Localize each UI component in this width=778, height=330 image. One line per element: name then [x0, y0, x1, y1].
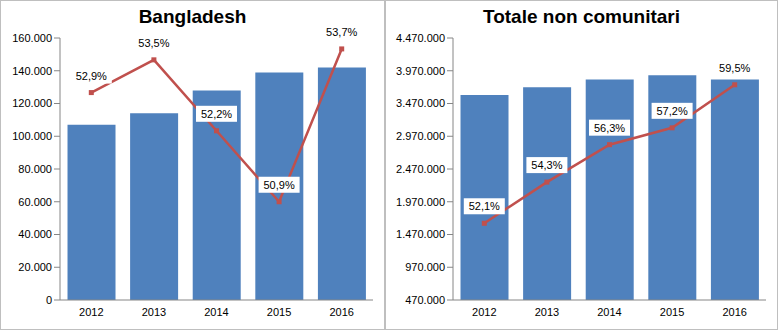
svg-text:52,9%: 52,9%	[76, 70, 107, 82]
svg-text:2015: 2015	[267, 306, 291, 318]
svg-text:59,5%: 59,5%	[719, 62, 750, 74]
svg-text:60.000: 60.000	[18, 196, 52, 208]
html-text:Totale non comunitari: Totale non comunitari	[483, 6, 680, 27]
svg-text:52,1%: 52,1%	[469, 200, 500, 212]
svg-text:2013: 2013	[535, 306, 559, 318]
svg-text:2016: 2016	[329, 306, 353, 318]
svg-text:56,3%: 56,3%	[594, 122, 625, 134]
svg-text:2.970.000: 2.970.000	[396, 130, 445, 142]
svg-text:3.970.000: 3.970.000	[396, 65, 445, 77]
svg-text:1.470.000: 1.470.000	[396, 228, 445, 240]
svg-text:160.000: 160.000	[12, 32, 52, 44]
svg-text:50,9%: 50,9%	[263, 179, 294, 191]
svg-text:0: 0	[46, 294, 52, 306]
svg-text:40.000: 40.000	[18, 228, 52, 240]
svg-text:2015: 2015	[660, 306, 684, 318]
svg-text:2.470.000: 2.470.000	[396, 163, 445, 175]
svg-text:2014: 2014	[204, 306, 228, 318]
svg-text:2012: 2012	[79, 306, 103, 318]
svg-text:100.000: 100.000	[12, 130, 52, 142]
svg-text:57,2%: 57,2%	[656, 105, 687, 117]
svg-text:970.000: 970.000	[405, 261, 445, 273]
svg-text:3.470.000: 3.470.000	[396, 97, 445, 109]
svg-text:4.470.000: 4.470.000	[396, 32, 445, 44]
svg-text:140.000: 140.000	[12, 65, 52, 77]
svg-text:1.970.000: 1.970.000	[396, 196, 445, 208]
svg-text:2016: 2016	[722, 306, 746, 318]
svg-text:470.000: 470.000	[405, 294, 445, 306]
svg-text:2013: 2013	[142, 306, 166, 318]
svg-text:2014: 2014	[597, 306, 621, 318]
svg-text:120.000: 120.000	[12, 97, 52, 109]
svg-text:54,3%: 54,3%	[531, 159, 562, 171]
svg-text:53,5%: 53,5%	[138, 37, 169, 49]
html-text:Bangladesh: Bangladesh	[138, 6, 247, 27]
svg-text:52,2%: 52,2%	[201, 108, 232, 120]
svg-text:2012: 2012	[472, 306, 496, 318]
svg-text:20.000: 20.000	[18, 261, 52, 273]
svg-text:80.000: 80.000	[18, 163, 52, 175]
svg-text:53,7%: 53,7%	[326, 26, 357, 38]
